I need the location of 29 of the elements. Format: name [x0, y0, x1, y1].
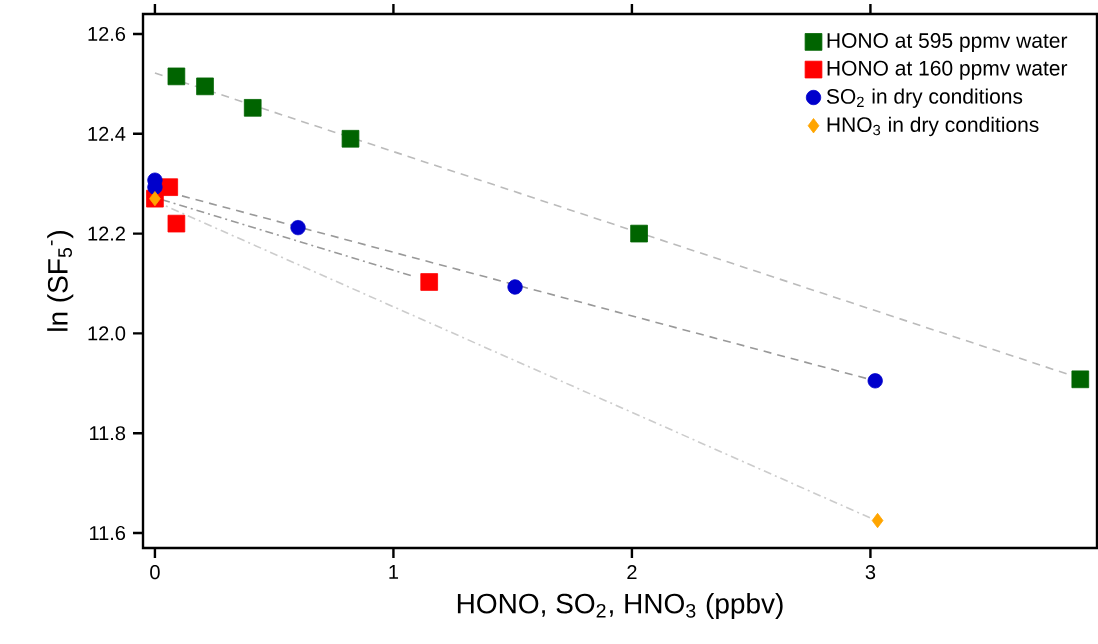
x-axis-title: HONO, SO$_{2}$, HNO$_{3}$ (ppbv): [457, 592, 783, 620]
legend-label: HONO at 595 ppmv water: [827, 33, 1068, 53]
point: [630, 224, 648, 243]
y-tick-label: 11.6: [90, 525, 126, 541]
point: [867, 373, 883, 389]
legend-label: HNO$_{3}$ in dry conditions: [827, 116, 1039, 137]
point: [341, 129, 360, 148]
y-tick-label: 12.0: [88, 326, 126, 341]
x-tick-label: 1: [389, 565, 399, 579]
x-tick-label: 3: [865, 565, 876, 580]
point: [243, 99, 262, 117]
point: [196, 77, 214, 96]
point: [167, 214, 186, 233]
point: [1071, 370, 1090, 389]
x-tick-label: 0: [150, 565, 160, 580]
legend-label: SO$_{2}$ in dry conditions: [826, 88, 1023, 108]
point: [420, 273, 438, 291]
point: [507, 279, 523, 295]
point: [290, 220, 306, 236]
y-tick-label: 12.6: [88, 26, 126, 42]
point: [160, 178, 179, 196]
y-tick-label: 12.2: [88, 226, 125, 241]
point: [871, 512, 884, 529]
point: [167, 67, 186, 86]
y-axis-title: ln (SF$_{5}$$^{-}$): [47, 231, 74, 331]
y-tick-label: 11.8: [90, 426, 126, 441]
legend-label: HONO at 160 ppmv water: [827, 60, 1068, 80]
y-tick-label: 12.4: [88, 126, 126, 141]
x-tick-label: 2: [627, 565, 637, 580]
